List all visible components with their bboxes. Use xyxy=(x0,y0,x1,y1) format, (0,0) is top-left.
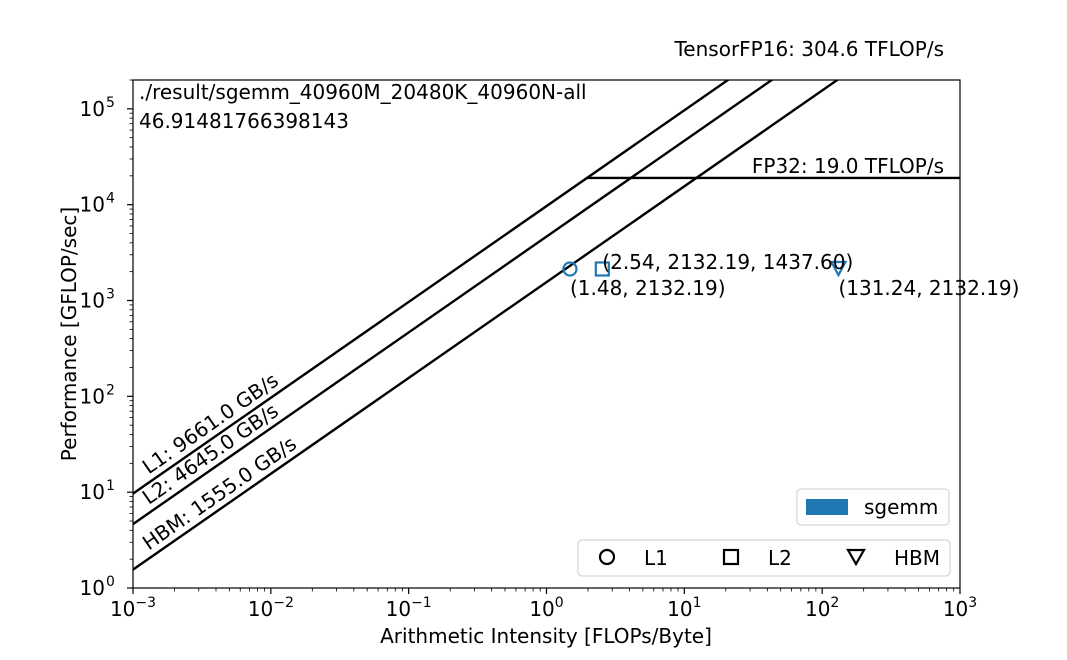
memory-roof-line-l1 xyxy=(133,80,730,495)
result-path-text: ./result/sgemm_40960M_20480K_40960N-all xyxy=(139,80,587,104)
y-tick-label-3: 10 xyxy=(80,289,105,313)
y-tick-exp-1: 1 xyxy=(106,478,115,494)
y-tick-exp-4: 4 xyxy=(106,191,115,207)
y-tick-label-5: 10 xyxy=(80,97,105,121)
x-tick-label-3: 100 xyxy=(529,595,563,621)
legend-label-sgemm: sgemm xyxy=(864,495,938,519)
y-tick-label-1: 10 xyxy=(80,480,105,504)
x-tick-label-1: 10−2 xyxy=(248,595,294,621)
x-axis-label: Arithmetic Intensity [FLOPs/Byte] xyxy=(380,624,712,648)
memory-roof-line-hbm xyxy=(133,80,840,571)
data-point-l1-label: (1.48, 2132.19) xyxy=(570,276,726,300)
legend-kernels: sgemm xyxy=(796,488,950,526)
y-axis-label: Performance [GFLOP/sec] xyxy=(57,207,81,461)
x-tick-label-2: 10−1 xyxy=(386,595,432,621)
x-tick-label-6: 103 xyxy=(943,595,977,621)
legend-marker-circle xyxy=(598,548,616,566)
data-point-l2-label: (2.54, 2132.19, 1437.60) xyxy=(602,250,853,274)
y-tick-label-2: 10 xyxy=(80,384,105,408)
result-value-text: 46.91481766398143 xyxy=(139,109,349,133)
legend-marker-square xyxy=(722,548,740,566)
memory-roof-line-l2 xyxy=(133,80,774,526)
data-point-hbm-label: (131.24, 2132.19) xyxy=(838,276,1019,300)
data-point-l1 xyxy=(562,261,578,277)
x-tick-label-0: 10−3 xyxy=(110,595,156,621)
legend-levels: L1 L2 HBM xyxy=(577,539,951,577)
data-point-l2 xyxy=(594,261,610,277)
x-axis-ticks: 10−3 10−2 10−1 100 101 102 103 xyxy=(110,588,977,621)
y-tick-exp-3: 3 xyxy=(106,287,115,303)
y-tick-label-0: 10 xyxy=(80,576,105,600)
data-point-labels: (1.48, 2132.19)(2.54, 2132.19, 1437.60)(… xyxy=(570,250,1019,300)
y-tick-exp-2: 2 xyxy=(106,382,115,398)
legend-label-hbm: HBM xyxy=(894,546,940,570)
y-tick-label-4: 10 xyxy=(80,193,105,217)
data-points xyxy=(562,260,848,278)
legend-label-l2: L2 xyxy=(768,546,792,570)
x-tick-label-4: 101 xyxy=(667,595,701,621)
tensor-fp16-label: TensorFP16: 304.6 TFLOP/s xyxy=(673,37,944,61)
data-point-hbm xyxy=(829,260,848,278)
legend-swatch-sgemm xyxy=(806,499,848,515)
y-tick-exp-5: 5 xyxy=(106,95,115,111)
compute-roof-label: FP32: 19.0 TFLOP/s xyxy=(752,154,944,178)
roofline-lines xyxy=(133,80,960,571)
legend-label-l1: L1 xyxy=(644,546,668,570)
x-tick-label-5: 102 xyxy=(805,595,839,621)
y-tick-exp-0: 0 xyxy=(106,574,115,590)
legend-kernels-box xyxy=(796,488,950,526)
legend-marker-triangle-down xyxy=(846,548,866,567)
